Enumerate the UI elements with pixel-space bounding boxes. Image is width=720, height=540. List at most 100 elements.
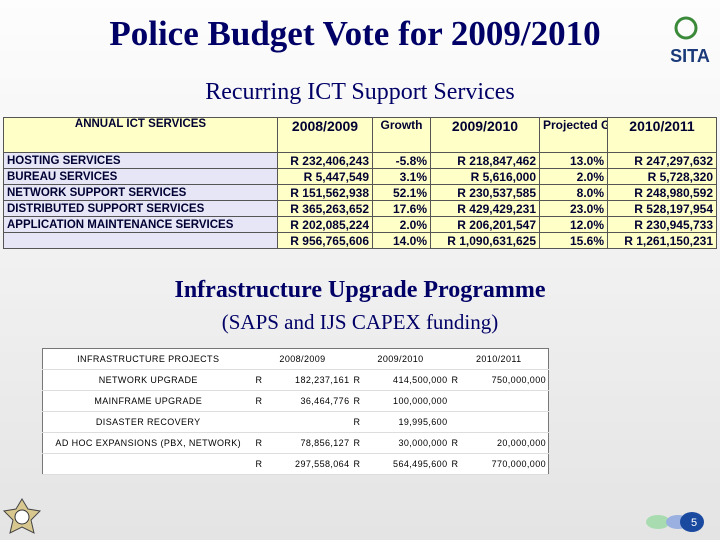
currency: R [351, 453, 374, 475]
cell: R 151,562,938 [277, 184, 373, 201]
header-row: INFRASTRUCTURE PROJECTS 2008/2009 2009/201… [42, 348, 549, 370]
header-cell: ANNUAL ICT SERVICES [3, 117, 278, 153]
row: R 956,765,606 14.0% R 1,090,631,625 15.6% R … [3, 232, 717, 249]
row: R 297,558,064 R 564,495,600 R 770,000,000 [42, 453, 549, 475]
row: DISASTER RECOVERY R 19,995,600 [42, 411, 549, 433]
cell: 17.6% [372, 200, 431, 217]
page-number: 5 [691, 517, 697, 529]
header-cell: 2010/2011 [607, 117, 717, 153]
row: DISTRIBUTED SUPPORT SERVICES R 365,263,65… [3, 200, 717, 217]
row: BUREAU SERVICES R 5,447,549 3.1% R 5,616,00… [3, 168, 717, 185]
cell: 23.0% [539, 200, 608, 217]
cell: R 230,945,733 [607, 216, 717, 233]
cell: R 365,263,652 [277, 200, 373, 217]
amount: 78,856,127 [275, 432, 352, 454]
row-label: DISASTER RECOVERY [42, 411, 254, 433]
cell: R 248,980,592 [607, 184, 717, 201]
amount: 19,995,600 [373, 411, 450, 433]
cell: R 206,201,547 [430, 216, 540, 233]
logo: SITA [670, 16, 710, 66]
cell: 13.0% [539, 152, 608, 169]
currency: R [351, 432, 374, 454]
currency: R [449, 453, 472, 475]
header-cell: 2009/2010 [351, 348, 450, 370]
currency: R [253, 369, 276, 391]
badge-dot [646, 515, 670, 529]
logo-mark [674, 16, 698, 40]
emblem [2, 498, 42, 534]
amount: 36,464,776 [275, 390, 352, 412]
header-cell: 2008/2009 [253, 348, 352, 370]
cell: DISTRIBUTED SUPPORT SERVICES [3, 200, 278, 217]
cell [3, 232, 278, 249]
cell: 12.0% [539, 216, 608, 233]
header-cell: INFRASTRUCTURE PROJECTS [42, 348, 254, 370]
cell: BUREAU SERVICES [3, 168, 278, 185]
cell [449, 411, 472, 433]
header-cell: 2010/2011 [449, 348, 549, 370]
cell: 14.0% [372, 232, 431, 249]
row: HOSTING SERVICES R 232,406,243 -5.8% R 218,… [3, 152, 717, 169]
currency: R [351, 369, 374, 391]
cell: 2.0% [372, 216, 431, 233]
cell: HOSTING SERVICES [3, 152, 278, 169]
cell: R 956,765,606 [277, 232, 373, 249]
cell [449, 390, 472, 412]
ict-table: ANNUAL ICT SERVICES 2008/2009 Growth 2009/2… [3, 117, 717, 249]
cell: R 230,537,585 [430, 184, 540, 201]
section-title: Recurring ICT Support Services [205, 79, 515, 105]
currency: R [449, 432, 472, 454]
row: NETWORK UPGRADE R 182,237,161 R 414,500,000 R… [42, 369, 549, 391]
cell: NETWORK SUPPORT SERVICES [3, 184, 278, 201]
cell: R 247,297,632 [607, 152, 717, 169]
section-title: Infrastructure Upgrade Programme [174, 277, 546, 303]
emblem-center [14, 509, 30, 525]
cell [471, 411, 549, 433]
cell: R 218,847,462 [430, 152, 540, 169]
amount: 564,495,600 [373, 453, 450, 475]
cell: R 1,261,150,231 [607, 232, 717, 249]
amount: 414,500,000 [373, 369, 450, 391]
cell: 15.6% [539, 232, 608, 249]
amount: 750,000,000 [471, 369, 549, 391]
row: APPLICATION MAINTENANCE SERVICES R 202,08… [3, 216, 717, 233]
cell: 3.1% [372, 168, 431, 185]
currency: R [253, 432, 276, 454]
cell: -5.8% [372, 152, 431, 169]
header-cell: 2008/2009 [277, 117, 373, 153]
cell [471, 390, 549, 412]
row-label: AD HOC EXPANSIONS (PBX, NETWORK) [42, 432, 254, 454]
title: Police Budget Vote for 2009/2010 [109, 14, 601, 53]
header-cell: 2009/2010 [430, 117, 540, 153]
cell: R 5,728,320 [607, 168, 717, 185]
row: MAINFRAME UPGRADE R 36,464,776 R 100,000,000 [42, 390, 549, 412]
cell: R 232,406,243 [277, 152, 373, 169]
row: AD HOC EXPANSIONS (PBX, NETWORK) R 78,856,… [42, 432, 549, 454]
row-label: NETWORK UPGRADE [42, 369, 254, 391]
row-label: MAINFRAME UPGRADE [42, 390, 254, 412]
logo-text: SITA [670, 46, 710, 66]
amount: 30,000,000 [373, 432, 450, 454]
infra-table: INFRASTRUCTURE PROJECTS 2008/2009 2009/201… [42, 348, 550, 475]
cell: 2.0% [539, 168, 608, 185]
cell: R 528,197,954 [607, 200, 717, 217]
currency: R [253, 390, 276, 412]
amount: 100,000,000 [373, 390, 450, 412]
section-subtitle: (SAPS and IJS CAPEX funding) [221, 310, 499, 334]
currency: R [351, 411, 374, 433]
amount: 297,558,064 [275, 453, 352, 475]
cell: R 1,090,631,625 [430, 232, 540, 249]
header-row: ANNUAL ICT SERVICES 2008/2009 Growth 2009/2… [3, 117, 717, 153]
cell [253, 411, 276, 433]
cell: 8.0% [539, 184, 608, 201]
amount: 770,000,000 [471, 453, 549, 475]
cell: 52.1% [372, 184, 431, 201]
cell: APPLICATION MAINTENANCE SERVICES [3, 216, 278, 233]
header-cell: Projected Growth [539, 117, 608, 153]
page-badge: 5 [646, 512, 704, 532]
row-label [42, 453, 254, 475]
currency: R [253, 453, 276, 475]
badge-dot [680, 512, 704, 532]
amount: 182,237,161 [275, 369, 352, 391]
